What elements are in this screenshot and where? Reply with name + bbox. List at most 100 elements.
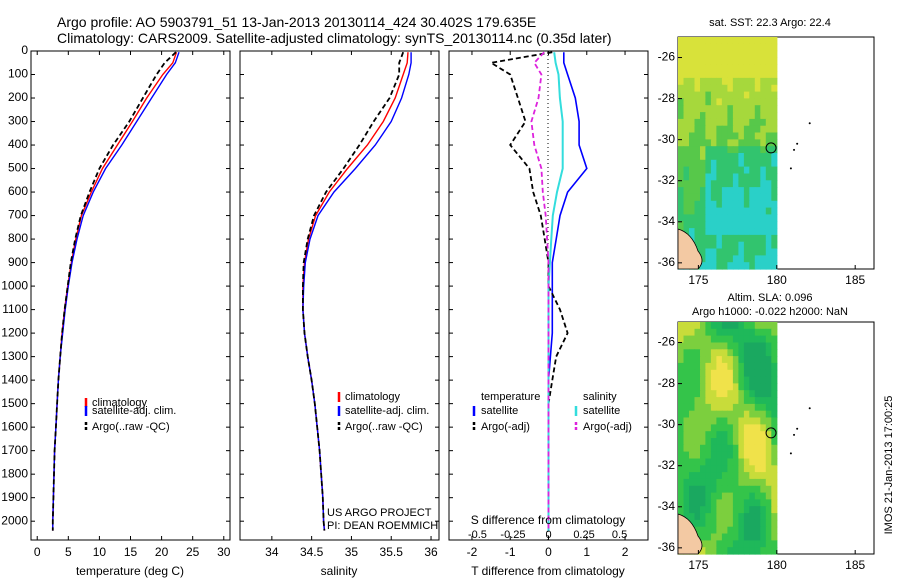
- map-cell: [689, 328, 696, 337]
- map-cell: [710, 77, 717, 86]
- map-cell: [749, 125, 756, 134]
- map-cell: [683, 98, 690, 106]
- depth-tick-label: 700: [8, 208, 28, 222]
- map-cell: [710, 64, 717, 72]
- map-cell: [683, 383, 690, 391]
- map-cell: [700, 125, 707, 134]
- map-cell: [771, 207, 778, 215]
- map-cell: [716, 221, 723, 229]
- map-cell: [710, 221, 717, 229]
- map-cell: [760, 221, 767, 229]
- map-cell: [738, 187, 745, 195]
- map-cell: [749, 153, 756, 161]
- map-cell: [710, 43, 717, 52]
- map-cell: [760, 540, 767, 548]
- map-cell: [716, 335, 723, 343]
- map-cell: [743, 64, 750, 72]
- map-cell: [738, 526, 745, 535]
- map-cell: [738, 43, 745, 52]
- map-cell: [700, 362, 707, 371]
- map-cell: [727, 485, 734, 494]
- lat-tick-label: -26: [658, 50, 676, 64]
- map-cell: [700, 335, 707, 343]
- map-cell: [700, 234, 707, 243]
- map-cell: [705, 349, 712, 357]
- map-cell: [732, 397, 739, 405]
- map-cell: [738, 159, 745, 168]
- map-cell: [738, 547, 745, 555]
- map-cell: [765, 335, 772, 343]
- map-cell: [683, 492, 690, 500]
- map-cell: [710, 499, 717, 507]
- s-tick-label: 0.5: [612, 529, 627, 541]
- depth-tick-label: 900: [8, 255, 28, 269]
- map-cell: [721, 526, 728, 535]
- map-cell: [738, 255, 745, 263]
- x-tick-label: -1: [505, 545, 516, 559]
- map-cell: [710, 533, 717, 541]
- map-cell: [716, 248, 723, 256]
- map-cell: [738, 166, 745, 174]
- map-cell: [754, 438, 761, 446]
- map-cell: [749, 173, 756, 181]
- map-cell: [700, 376, 707, 384]
- map-cell: [700, 397, 707, 405]
- map-cell: [760, 533, 767, 541]
- map-cell: [732, 91, 739, 99]
- map-cell: [727, 50, 734, 58]
- map-cell: [749, 193, 756, 202]
- map-cell: [749, 328, 756, 337]
- map-cell: [765, 485, 772, 494]
- map-cell: [765, 458, 772, 466]
- map-cell: [749, 465, 756, 473]
- map-cell: [765, 159, 772, 168]
- map-cell: [771, 255, 778, 263]
- map-cell: [732, 241, 739, 250]
- map-cell: [689, 431, 696, 439]
- map-cell: [721, 397, 728, 405]
- map-cell: [771, 37, 778, 45]
- map-cell: [721, 417, 728, 425]
- map-cell: [738, 424, 745, 432]
- island: [808, 407, 811, 410]
- map-cell: [732, 50, 739, 58]
- legend-argo-label: Argo(..raw -QC): [345, 421, 423, 433]
- series-line: [51, 51, 177, 531]
- map-cell: [738, 472, 745, 480]
- map-cell: [705, 362, 712, 371]
- map-cell: [700, 322, 707, 330]
- map-cell: [732, 200, 739, 209]
- depth-tick-label: 1300: [1, 349, 28, 363]
- map-cell: [760, 322, 767, 330]
- s-difference-xlabel: S difference from climatology: [471, 513, 626, 527]
- map-cell: [721, 438, 728, 446]
- map-cell: [678, 349, 685, 357]
- map-cell: [749, 255, 756, 263]
- map-cell: [727, 513, 734, 521]
- map-cell: [700, 57, 707, 65]
- map-cell: [721, 105, 728, 113]
- map-cell: [743, 342, 750, 350]
- map-cell: [700, 221, 707, 229]
- map-cell: [765, 397, 772, 405]
- map-cell: [732, 533, 739, 541]
- map-cell: [721, 342, 728, 350]
- map-cell: [765, 472, 772, 480]
- map-cell: [765, 478, 772, 487]
- map-cell: [743, 390, 750, 398]
- map-cell: [716, 166, 723, 174]
- map-cell: [689, 513, 696, 521]
- map-cell: [727, 234, 734, 243]
- map-cell: [727, 159, 734, 168]
- map-cell: [683, 328, 690, 337]
- map-cell: [738, 403, 745, 412]
- map-cell: [727, 335, 734, 343]
- map-cell: [683, 118, 690, 127]
- map-cell: [694, 417, 701, 425]
- map-cell: [700, 146, 707, 154]
- map-cell: [721, 57, 728, 65]
- map-cell: [732, 77, 739, 86]
- map-cell: [754, 112, 761, 120]
- map-cell: [710, 159, 717, 168]
- map-cell: [738, 485, 745, 494]
